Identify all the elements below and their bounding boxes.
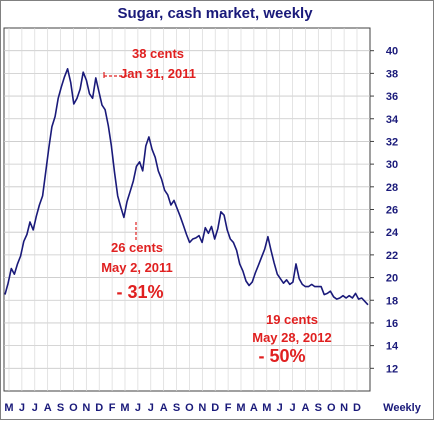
x-tick-label: O — [185, 402, 194, 414]
x-tick-label: J — [148, 402, 154, 414]
y-tick-label: 14 — [386, 341, 399, 353]
x-tick-label: D — [95, 402, 103, 414]
annotation-text: - 31% — [116, 282, 163, 302]
y-tick-label: 20 — [386, 273, 398, 285]
annotations: 38 cents Jan 31, 2011 26 cents May 2, 2011 -… — [101, 46, 332, 366]
x-tick-label: A — [160, 402, 168, 414]
x-tick-label: N — [198, 402, 206, 414]
x-tick-label: N — [340, 402, 348, 414]
y-tick-label: 24 — [386, 227, 399, 239]
x-tick-label: S — [315, 402, 322, 414]
y-tick-label: 16 — [386, 318, 398, 330]
y-tick-label: 28 — [386, 182, 398, 194]
annotation-text: 38 cents — [132, 46, 184, 61]
x-tick-label: N — [82, 402, 90, 414]
y-tick-label: 12 — [386, 363, 398, 375]
x-tick-label: M — [4, 402, 13, 414]
series-layer — [4, 68, 369, 306]
x-tick-label: J — [32, 402, 38, 414]
x-tick-label: O — [69, 402, 78, 414]
x-tick-label: F — [109, 402, 116, 414]
chart-title: Sugar, cash market, weekly — [117, 5, 313, 22]
annotation-text: May 28, 2012 — [252, 330, 332, 345]
y-tick-label: 38 — [386, 68, 398, 80]
x-tick-label: J — [289, 402, 295, 414]
y-tick-label: 18 — [386, 295, 398, 307]
x-tick-label: D — [211, 402, 219, 414]
x-tick-label: J — [19, 402, 25, 414]
annotation-text: - 50% — [258, 346, 305, 366]
y-tick-label: 34 — [386, 114, 399, 126]
x-tick-label: M — [120, 402, 129, 414]
x-tick-label: O — [327, 402, 336, 414]
annotation-text: 26 cents — [111, 240, 163, 255]
annotation-text: May 2, 2011 — [101, 260, 173, 275]
x-tick-label: A — [301, 402, 309, 414]
y-tick-label: 32 — [386, 136, 398, 148]
x-tick-label: D — [353, 402, 361, 414]
x-tick-label: M — [236, 402, 245, 414]
x-axis-label: Weekly — [383, 402, 422, 414]
y-axis-tick-labels: 12 14 16 18 20 22 24 26 28 30 32 34 36 38 40 — [386, 46, 399, 376]
gridlines — [4, 28, 374, 391]
y-tick-label: 26 — [386, 205, 398, 217]
annotation-text: Jan 31, 2011 — [120, 66, 196, 81]
x-tick-label: S — [57, 402, 64, 414]
series-line-0 — [4, 68, 369, 306]
x-tick-label: S — [173, 402, 180, 414]
x-tick-label: A — [250, 402, 258, 414]
annotation-text: 19 cents — [266, 312, 318, 327]
y-tick-label: 30 — [386, 159, 398, 171]
x-tick-label: J — [277, 402, 283, 414]
x-tick-label: A — [44, 402, 52, 414]
x-tick-label: M — [262, 402, 271, 414]
x-tick-label: J — [135, 402, 141, 414]
y-tick-label: 36 — [386, 91, 398, 103]
x-tick-label: F — [225, 402, 232, 414]
y-tick-label: 22 — [386, 250, 398, 262]
y-tick-label: 40 — [386, 46, 398, 58]
